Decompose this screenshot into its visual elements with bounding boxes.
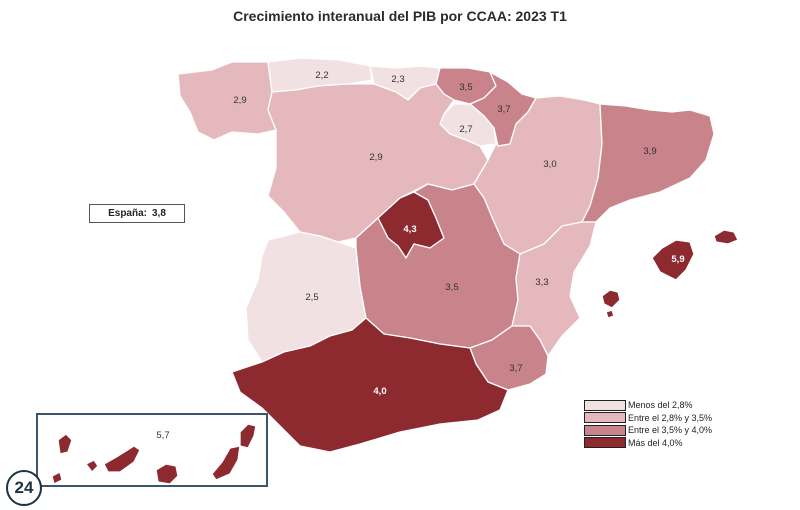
region-canarias-gran-canaria[interactable] [155,463,179,485]
region-canarias-la-palma[interactable] [57,433,73,455]
map-title: Crecimiento interanual del PIB por CCAA:… [233,8,567,24]
region-cataluna[interactable] [581,103,715,223]
region-canarias-el-hierro[interactable] [51,471,63,485]
region-baleares-ibiza[interactable] [601,289,621,309]
legend-item: Entre el 3,5% y 4,0% [584,424,712,437]
legend-item: Menos del 2,8% [584,399,712,412]
spain-national-box: España: 3,8 [89,204,185,223]
label-murcia: 3,7 [509,363,522,374]
label-asturias: 2,2 [315,70,328,81]
label-madrid: 4,3 [403,224,416,235]
label-navarra: 3,7 [497,104,510,115]
logo-24-text: 24 [14,478,34,497]
legend-item: Más del 4,0% [584,437,712,450]
label-aragon: 3,0 [543,159,556,170]
legend-label: Más del 4,0% [628,437,683,448]
region-canarias-tenerife[interactable] [103,445,141,473]
label-la-rioja: 2,7 [459,124,472,135]
legend-item: Entre el 2,8% y 3,5% [584,412,712,425]
legend-swatch [584,412,626,424]
legend-label: Menos del 2,8% [628,400,693,411]
label-canarias: 5,7 [156,430,169,441]
spain-national-value: 3,8 [152,208,166,219]
label-pais-vasco: 3,5 [459,82,472,93]
label-castilla-leon: 2,9 [369,152,382,163]
legend-label: Entre el 3,5% y 4,0% [628,425,713,436]
region-galicia[interactable] [177,61,277,141]
region-castilla-leon[interactable] [267,83,489,243]
region-baleares-menorca[interactable] [713,229,739,245]
region-canarias-fuerteventura[interactable] [211,445,241,481]
legend-swatch [584,437,626,449]
label-galicia: 2,9 [233,95,246,106]
region-baleares-formentera[interactable] [605,309,615,319]
legend-swatch [584,399,626,411]
canarias-inset-frame [36,413,268,487]
legend-label: Entre el 2,8% y 3,5% [628,412,713,423]
map-legend: Menos del 2,8% Entre el 2,8% y 3,5% Entre … [584,399,712,449]
spain-national-label: España: [108,208,147,219]
label-castilla-la-mancha: 3,5 [445,282,458,293]
region-canarias-la-gomera[interactable] [85,459,99,473]
label-comunidad-valenciana: 3,3 [535,277,548,288]
label-cantabria: 2,3 [391,74,404,85]
region-comunidad-valenciana[interactable] [511,221,597,357]
label-extremadura: 2,5 [305,292,318,303]
region-murcia[interactable] [469,325,549,391]
legend-swatch [584,424,626,436]
region-andalucia[interactable] [231,317,509,453]
label-andalucia: 4,0 [373,386,386,397]
label-cataluna: 3,9 [643,146,656,157]
logo-24-badge: 24 [6,470,42,506]
label-baleares: 5,9 [671,254,684,265]
region-baleares-mallorca[interactable] [651,239,695,281]
